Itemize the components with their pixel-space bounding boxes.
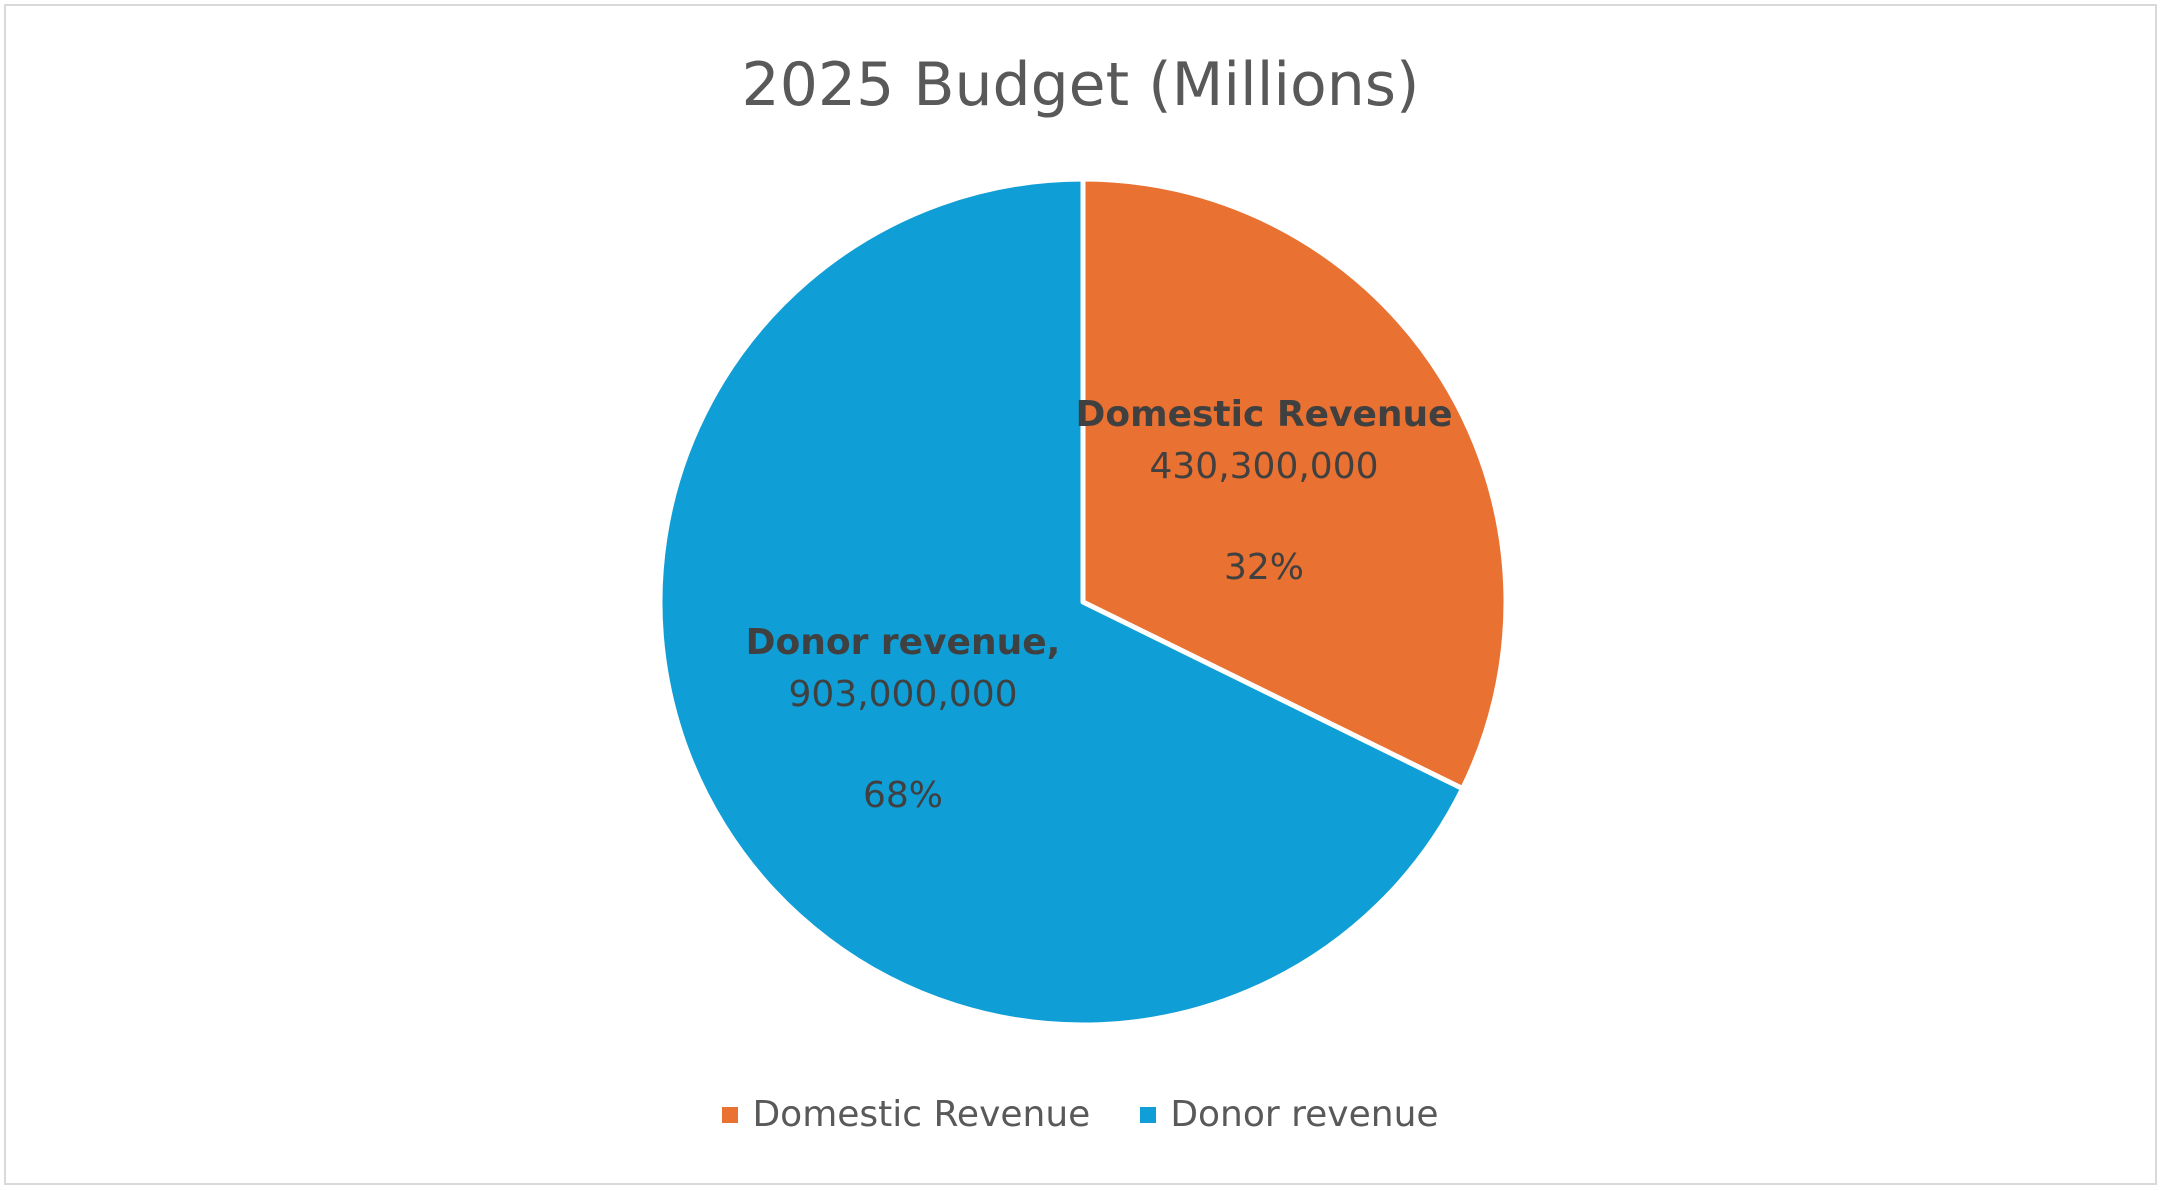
slice-value-label-donor-revenue: 903,000,000 — [788, 674, 1017, 715]
slice-value-label-domestic-revenue: 430,300,000 — [1149, 446, 1378, 487]
slice-percent-label-donor-revenue: 68% — [863, 775, 943, 816]
slice-percent-label-domestic-revenue: 32% — [1224, 547, 1304, 588]
pie-slice-donor-revenue — [657, 176, 1466, 1028]
chart-area: 2025 Budget (Millions) Domestic Revenue 4… — [4, 4, 2157, 1185]
pie-chart: Domestic Revenue 430,300,000 32% Donor reve… — [657, 176, 1509, 1028]
legend-swatch-domestic-revenue — [722, 1106, 739, 1123]
legend-label-donor-revenue: Donor revenue — [1170, 1094, 1439, 1135]
slice-name-label-donor-revenue: Donor revenue, — [746, 622, 1061, 663]
legend-item-donor-revenue: Donor revenue — [1140, 1094, 1439, 1135]
chart-title: 2025 Budget (Millions) — [741, 50, 1420, 120]
pie-slice-domestic-revenue — [1080, 176, 1509, 792]
legend: Domestic Revenue Donor revenue — [6, 1094, 2155, 1135]
legend-item-domestic-revenue: Domestic Revenue — [722, 1094, 1090, 1135]
legend-swatch-donor-revenue — [1140, 1106, 1157, 1123]
slice-name-label-domestic-revenue: Domestic Revenue — [1075, 394, 1452, 435]
legend-label-domestic-revenue: Domestic Revenue — [752, 1094, 1091, 1135]
